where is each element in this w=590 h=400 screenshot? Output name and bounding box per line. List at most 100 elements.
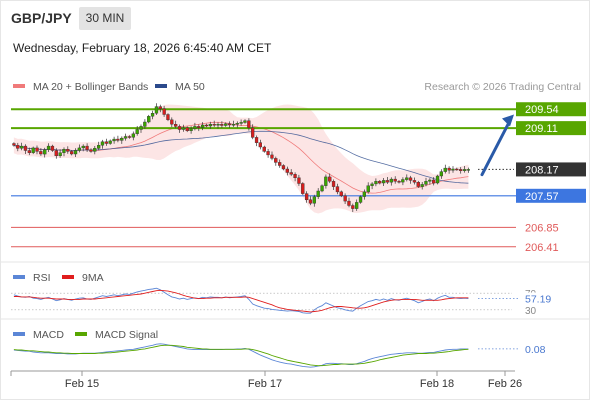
candle-body xyxy=(370,183,374,186)
x-axis: Feb 15 Feb 17 Feb 18 Feb 26 xyxy=(10,370,522,390)
candle-body xyxy=(358,196,363,203)
candle-body xyxy=(89,149,93,152)
projection-arrowhead xyxy=(502,114,514,127)
x-tick-label-feb-17: Feb 17 xyxy=(248,378,282,390)
macd-last-value: 0.08 xyxy=(525,344,546,356)
rsi-line xyxy=(13,287,469,314)
candle-body xyxy=(312,196,316,204)
candle-body xyxy=(447,167,451,171)
macd-panel: 0.08 xyxy=(13,343,546,368)
rsi-last-value: 57.19 xyxy=(525,294,551,306)
candle-body xyxy=(347,200,351,206)
candle-body xyxy=(278,162,282,166)
candle-body xyxy=(281,165,286,170)
candle-body xyxy=(397,181,401,183)
candle-body xyxy=(177,126,182,130)
rsi-tick-label-30: 30 xyxy=(525,306,537,317)
rsi-legend-swatch xyxy=(13,275,25,279)
candle-body xyxy=(58,152,62,156)
candle-body xyxy=(69,151,74,155)
candle-body xyxy=(16,145,20,149)
candle-body xyxy=(12,143,16,146)
candle-body xyxy=(308,199,313,204)
macd-signal-line xyxy=(13,344,469,367)
candle-body xyxy=(85,145,89,150)
candle-body xyxy=(420,184,424,187)
candle-body xyxy=(378,181,382,184)
level-label-206.41: 206.41 xyxy=(525,242,559,254)
candle-body xyxy=(31,147,35,153)
candle-body xyxy=(150,112,155,117)
x-tick-label-feb-26: Feb 26 xyxy=(488,378,522,390)
candle-body xyxy=(243,120,247,123)
candle-body xyxy=(320,185,324,192)
ma9-legend-label: 9MA xyxy=(82,272,104,284)
candle-body xyxy=(339,191,343,197)
candle-body xyxy=(208,123,212,127)
candle-body xyxy=(170,119,174,125)
ma50-legend-label: MA 50 xyxy=(175,81,205,93)
level-label-206.85: 206.85 xyxy=(525,222,559,234)
candle-body xyxy=(258,142,262,148)
candle-body xyxy=(216,123,220,126)
candle-body xyxy=(382,180,386,184)
candle-body xyxy=(135,129,139,134)
candle-body xyxy=(247,120,251,128)
candle-body xyxy=(362,191,366,197)
candle-body xyxy=(139,126,143,130)
candle-body xyxy=(39,151,43,155)
candle-body xyxy=(331,181,336,187)
candle-body xyxy=(43,149,47,155)
macd-legend-swatch xyxy=(13,332,25,336)
rsi-panel: 703057.19 xyxy=(11,287,556,317)
level-label-209.11: 209.11 xyxy=(525,123,558,135)
candle-body xyxy=(212,123,216,126)
level-tag-208.17 xyxy=(516,162,586,177)
candle-body xyxy=(293,174,297,179)
candle-body xyxy=(374,181,378,185)
bollinger-band xyxy=(13,104,469,214)
level-tag-207.57 xyxy=(516,188,586,203)
candle-body xyxy=(123,136,128,139)
candle-body xyxy=(355,202,359,209)
rsi-ma9-line xyxy=(13,289,469,313)
level-label-208.17: 208.17 xyxy=(525,164,559,176)
candle-body xyxy=(385,180,390,183)
candle-body xyxy=(27,150,31,153)
candle-body xyxy=(204,124,209,127)
candle-body xyxy=(424,181,428,185)
candle-body xyxy=(35,147,39,152)
candle-body xyxy=(120,137,124,141)
timeframe-button[interactable]: 30 MIN xyxy=(79,7,131,30)
candle-body xyxy=(443,167,447,172)
candle-body xyxy=(158,106,162,109)
candle-body xyxy=(262,146,266,152)
candle-body xyxy=(316,190,320,197)
candle-body xyxy=(451,168,455,171)
candle-body xyxy=(266,151,270,156)
candle-body xyxy=(405,177,409,180)
candle-body xyxy=(351,205,355,209)
candle-body xyxy=(23,145,28,151)
candle-body xyxy=(200,124,205,128)
candle-body xyxy=(324,176,328,186)
candle-body xyxy=(116,138,120,141)
candle-body xyxy=(54,150,58,157)
candle-body xyxy=(224,123,228,126)
candle-body xyxy=(428,179,432,182)
candle-body xyxy=(270,154,274,159)
x-tick-label-feb-18: Feb 18 xyxy=(420,378,454,390)
candle-body xyxy=(231,123,236,126)
candle-body xyxy=(112,138,116,142)
candle-body xyxy=(96,145,101,149)
candle-body xyxy=(274,158,278,163)
candle-body xyxy=(185,127,189,131)
candle-body xyxy=(81,145,85,149)
candle-body xyxy=(162,108,166,115)
candle-body xyxy=(197,126,201,128)
candle-body xyxy=(131,133,135,138)
candle-body xyxy=(297,177,301,184)
rsi-legend-label: RSI xyxy=(33,272,51,284)
candle-body xyxy=(235,123,239,125)
